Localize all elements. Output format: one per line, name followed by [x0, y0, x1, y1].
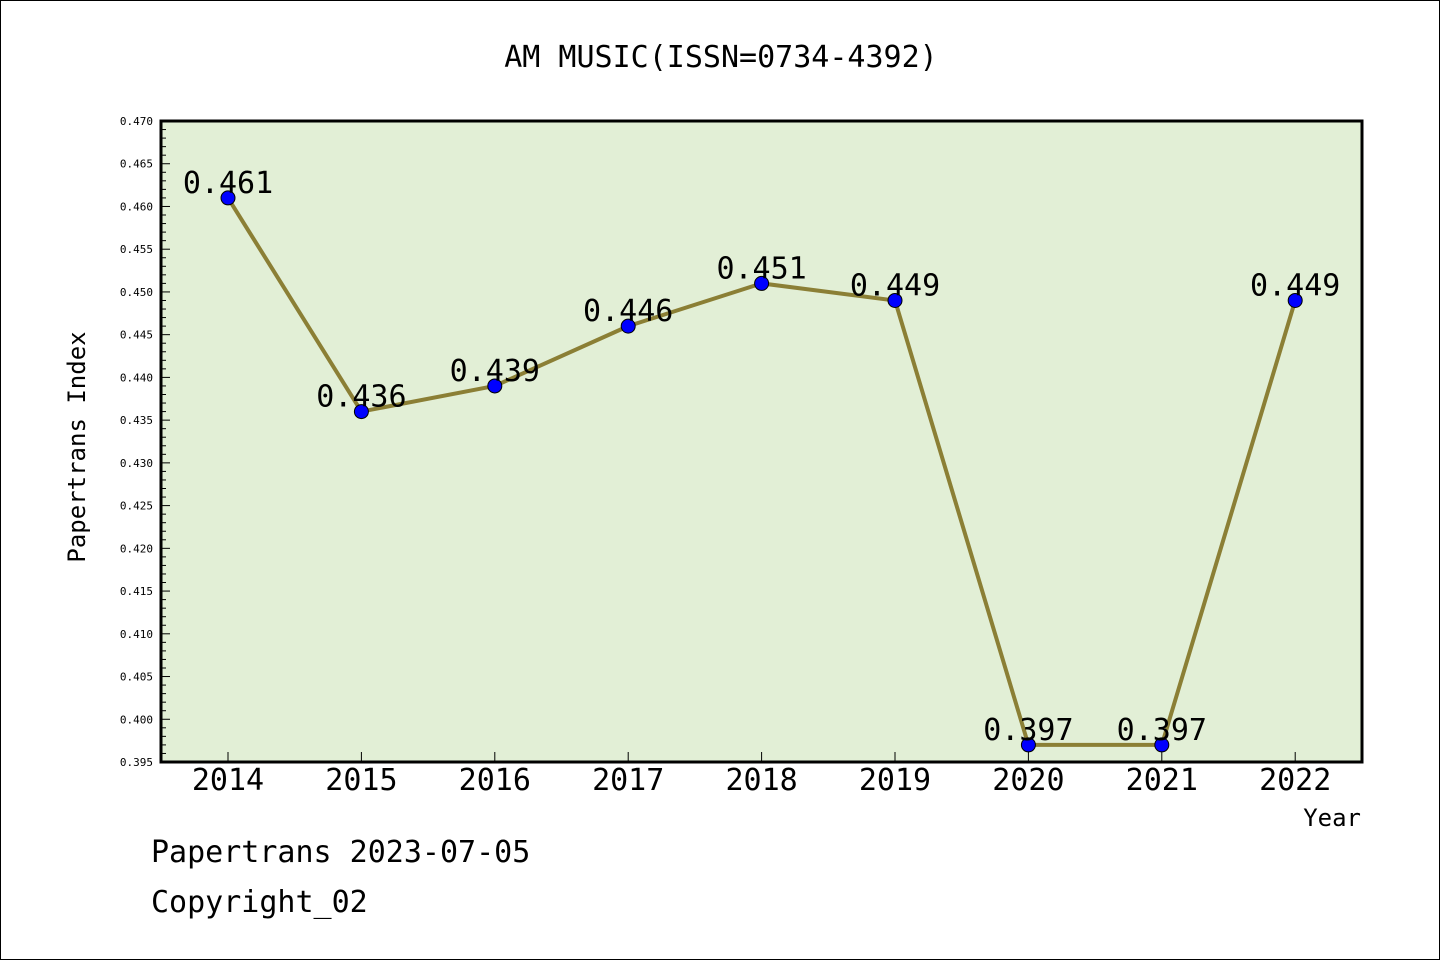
data-label: 0.449	[1250, 268, 1340, 303]
plot-area	[159, 119, 1364, 764]
data-point	[754, 275, 770, 291]
x-tick-label: 2014	[192, 763, 264, 798]
y-tick-label: 0.460	[120, 200, 153, 213]
data-label: 0.461	[183, 166, 273, 201]
y-tick-label: 0.465	[120, 158, 153, 171]
data-label: 0.397	[1117, 713, 1207, 748]
x-tick-label: 2021	[1126, 763, 1198, 798]
chart-title: AM MUSIC(ISSN=0734-4392)	[504, 40, 937, 75]
data-point	[1154, 737, 1170, 753]
data-label: 0.451	[716, 251, 806, 286]
y-tick-label: 0.470	[120, 115, 153, 128]
x-tick-label: 2015	[325, 763, 397, 798]
y-tick-label: 0.420	[120, 542, 153, 555]
x-axis: 2014 2015 2016 2017 2018 2019 2020 2021 2022	[192, 752, 1331, 798]
x-axis-label: Year	[1303, 804, 1361, 832]
data-label: 0.436	[316, 380, 406, 415]
y-axis-label: Papertrans Index	[63, 331, 91, 562]
data-label: 0.397	[983, 713, 1073, 748]
x-tick-label: 2020	[992, 763, 1064, 798]
data-point	[1287, 292, 1303, 308]
y-tick-label: 0.430	[120, 457, 153, 470]
y-tick-label: 0.415	[120, 585, 153, 598]
y-tick-label: 0.440	[120, 371, 153, 384]
x-tick-label: 2019	[859, 763, 931, 798]
y-tick-label: 0.425	[120, 500, 153, 513]
y-tick-label: 0.410	[120, 628, 153, 641]
y-tick-label: 0.405	[120, 671, 153, 684]
x-tick-label: 2022	[1259, 763, 1331, 798]
y-tick-label: 0.450	[120, 286, 153, 299]
x-tick-label: 2017	[592, 763, 664, 798]
data-point	[887, 292, 903, 308]
data-point	[487, 378, 503, 394]
y-axis: 0.395 0.400 0.405 0.410 0.415 0.420 0.425 0.430…	[120, 115, 170, 769]
x-tick-label: 2016	[459, 763, 531, 798]
x-tick-label: 2018	[725, 763, 797, 798]
data-point	[353, 404, 369, 420]
y-tick-label: 0.455	[120, 243, 153, 256]
series-line-group: 0.461 0.436 0.439 0.446 0.451 0.449 0.397 0.397…	[183, 166, 1340, 753]
data-point	[1020, 737, 1036, 753]
footer-copyright: Copyright_02	[151, 885, 368, 920]
y-tick-label: 0.445	[120, 329, 153, 342]
y-tick-label: 0.400	[120, 713, 153, 726]
data-label: 0.449	[850, 268, 940, 303]
data-point	[620, 318, 636, 334]
data-label: 0.439	[450, 354, 540, 389]
y-tick-label: 0.435	[120, 414, 153, 427]
data-label: 0.446	[583, 294, 673, 329]
data-point	[220, 190, 236, 206]
footer-date: Papertrans 2023-07-05	[151, 835, 531, 870]
y-tick-label: 0.395	[120, 756, 153, 769]
